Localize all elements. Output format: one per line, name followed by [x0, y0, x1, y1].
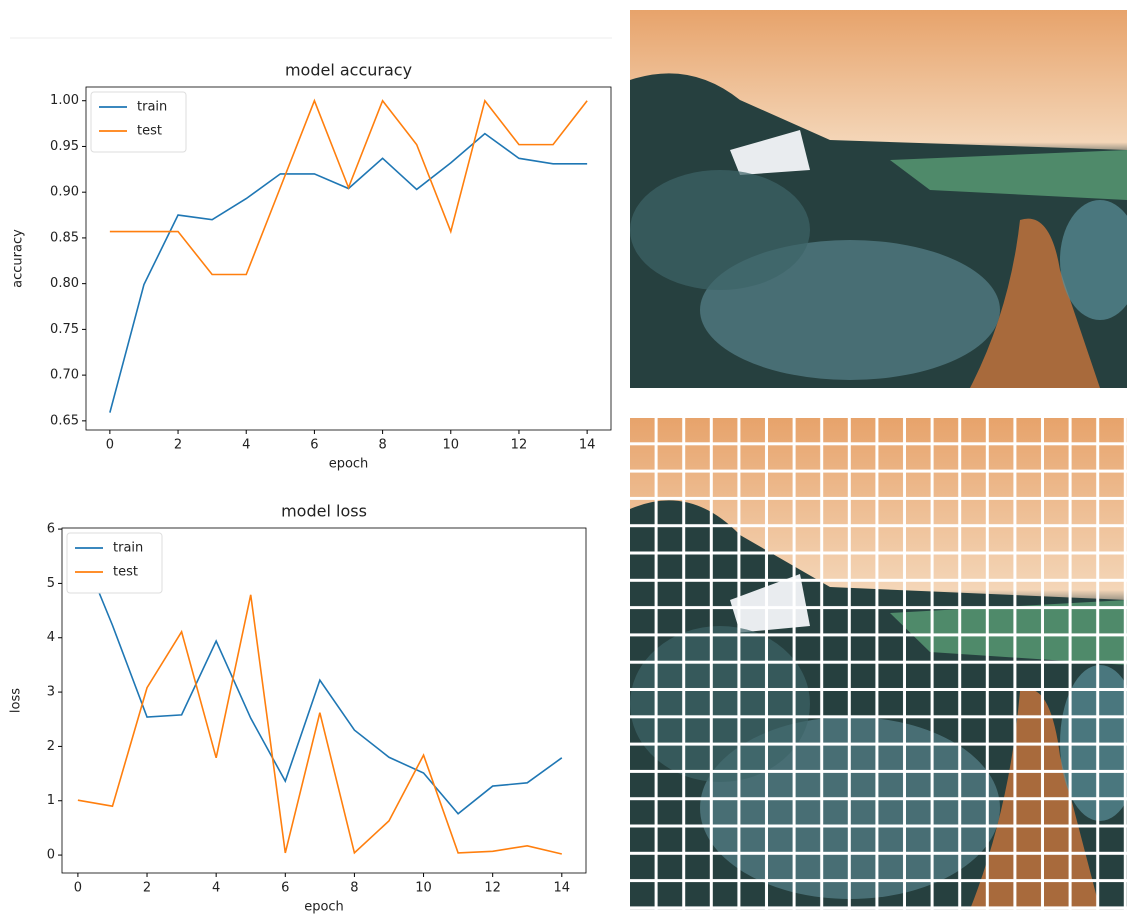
y-tick-label: 0.65: [50, 413, 79, 428]
y-tick-label: 0: [47, 848, 55, 863]
photo: [630, 10, 1127, 388]
y-tick-label: 0.80: [50, 276, 79, 291]
x-tick-label: 0: [106, 438, 114, 453]
chart-title: model accuracy: [285, 61, 412, 80]
x-tick-label: 2: [143, 881, 151, 896]
x-tick-label: 2: [174, 438, 182, 453]
x-axis-label: epoch: [304, 900, 344, 915]
x-tick-label: 8: [350, 881, 358, 896]
x-tick-label: 14: [554, 881, 571, 896]
x-tick-label: 8: [378, 438, 386, 453]
y-tick-label: 2: [47, 739, 55, 754]
x-axis-label: epoch: [329, 457, 369, 472]
x-tick-label: 10: [442, 438, 459, 453]
y-tick-label: 1.00: [50, 93, 79, 108]
y-tick-label: 0.70: [50, 368, 79, 383]
x-tick-label: 12: [511, 438, 528, 453]
y-tick-label: 5: [47, 576, 55, 591]
grid-overlay: [630, 418, 1127, 910]
x-tick-label: 6: [310, 438, 318, 453]
chart-title: model loss: [281, 502, 367, 521]
x-tick-label: 14: [579, 438, 596, 453]
x-tick-label: 12: [484, 881, 501, 896]
x-tick-label: 6: [281, 881, 289, 896]
legend-label: test: [113, 565, 138, 580]
x-tick-label: 4: [212, 881, 220, 896]
y-tick-label: 0.95: [50, 139, 79, 154]
y-tick-label: 4: [47, 630, 55, 645]
y-axis-label: loss: [9, 688, 24, 713]
legend-label: train: [137, 100, 167, 115]
x-tick-label: 0: [74, 881, 82, 896]
y-tick-label: 0.75: [50, 322, 79, 337]
legend-label: train: [113, 541, 143, 556]
x-tick-label: 10: [415, 881, 432, 896]
y-tick-label: 3: [47, 685, 55, 700]
y-axis-label: accuracy: [11, 229, 26, 288]
x-tick-label: 4: [242, 438, 250, 453]
y-tick-label: 6: [47, 522, 55, 537]
y-tick-label: 0.85: [50, 230, 79, 245]
y-tick-label: 1: [47, 793, 55, 808]
y-tick-label: 0.90: [50, 185, 79, 200]
page: model accuracy024681012140.650.700.750.8…: [0, 0, 1127, 918]
legend-label: test: [137, 124, 162, 139]
